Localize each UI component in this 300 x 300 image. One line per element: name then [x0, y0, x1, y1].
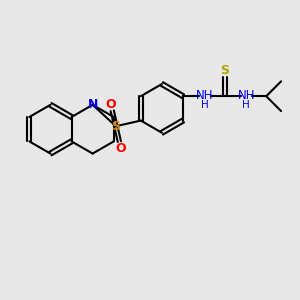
- Text: N: N: [88, 98, 98, 111]
- Text: S: S: [220, 64, 229, 77]
- Text: H: H: [242, 100, 250, 110]
- Text: S: S: [111, 120, 120, 133]
- Text: H: H: [201, 100, 208, 110]
- Text: O: O: [106, 98, 116, 111]
- Text: NH: NH: [238, 89, 255, 102]
- Text: NH: NH: [196, 89, 214, 102]
- Text: O: O: [116, 142, 126, 155]
